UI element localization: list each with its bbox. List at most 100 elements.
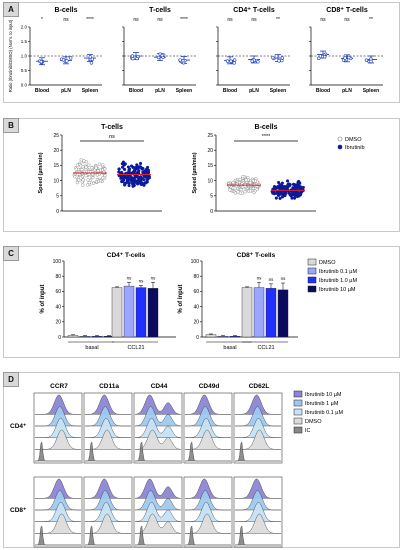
data-point xyxy=(145,165,150,170)
significance-label: ns xyxy=(320,17,326,23)
histogram-curve xyxy=(184,502,231,522)
histogram-curve xyxy=(35,406,82,427)
data-point xyxy=(285,179,290,183)
histogram-curve xyxy=(185,513,231,534)
y-tick-label: 100 xyxy=(53,259,62,265)
x-tick-label: pLN xyxy=(249,88,259,94)
significance-label: ns xyxy=(281,276,287,281)
histogram-curve xyxy=(84,490,131,511)
bar xyxy=(253,287,265,338)
y-tick-label: 10 xyxy=(207,178,213,184)
data-point xyxy=(135,163,139,167)
data-point xyxy=(139,165,143,169)
significance-label: **** xyxy=(86,17,94,23)
y-tick-label: 80 xyxy=(193,274,199,280)
data-point xyxy=(130,54,135,58)
y-tick-label: 2.0 xyxy=(21,25,28,30)
legend-swatch xyxy=(307,276,317,284)
data-point xyxy=(122,167,127,172)
legend-label: Ibrutinib 0.1 µM xyxy=(305,410,343,416)
legend-label: Ibrutinib 0.1 µM xyxy=(319,269,357,275)
data-point xyxy=(87,163,91,167)
x-group-label: basal xyxy=(85,345,98,351)
significance-label: ns xyxy=(157,17,163,23)
histogram-curve xyxy=(84,502,131,522)
data-point xyxy=(121,179,125,183)
data-point xyxy=(244,178,248,182)
data-point xyxy=(94,166,98,170)
data-point xyxy=(277,185,281,189)
significance-label: ns xyxy=(269,277,275,282)
data-point xyxy=(317,56,321,61)
bar xyxy=(111,287,123,338)
data-point xyxy=(286,185,290,189)
panel-d: D CCR7 CD11a CD44 CD49d CD62L CD4⁺ CD8⁺ Ibrutin… xyxy=(3,372,400,548)
x-tick-label: pLN xyxy=(342,88,352,94)
data-point xyxy=(251,186,255,191)
data-point xyxy=(84,174,88,178)
legend-label: DMSO xyxy=(319,260,336,266)
data-point xyxy=(243,190,247,194)
y-tick-label: 5 xyxy=(210,194,213,200)
histogram-curve xyxy=(35,394,82,415)
y-tick-label: 0.5 xyxy=(21,68,28,73)
data-point xyxy=(126,171,130,175)
data-point xyxy=(297,194,301,198)
histogram-curve xyxy=(234,394,281,415)
data-point xyxy=(229,59,233,63)
y-axis-label: % of input xyxy=(178,285,184,314)
data-point xyxy=(291,182,296,186)
data-point xyxy=(81,178,85,182)
histogram-curve xyxy=(35,490,82,511)
legend-marker xyxy=(337,136,343,142)
histogram-curve xyxy=(84,441,131,462)
histogram-curve xyxy=(234,441,281,462)
bar xyxy=(217,336,229,338)
data-point xyxy=(347,55,351,60)
legend-swatch xyxy=(307,258,317,266)
y-tick-label: 0 xyxy=(196,335,199,341)
histogram-curve xyxy=(134,441,181,462)
data-point xyxy=(73,175,77,179)
data-point xyxy=(103,174,107,178)
histogram-frame xyxy=(133,476,183,548)
histogram-frame xyxy=(183,476,233,548)
data-point xyxy=(79,158,83,162)
legend-label: Ibrutinib 1 µM xyxy=(305,401,339,407)
data-point xyxy=(291,191,295,195)
data-point xyxy=(231,180,235,185)
histogram-curve xyxy=(84,406,131,427)
data-point xyxy=(82,159,86,163)
data-point xyxy=(75,172,80,177)
significance-label: * xyxy=(41,17,43,23)
data-point xyxy=(273,186,277,190)
data-point xyxy=(343,56,347,60)
marker-title: CD49d xyxy=(199,383,220,390)
y-axis-label: Speed (µm/min) xyxy=(192,152,198,193)
bar xyxy=(265,288,277,338)
data-point xyxy=(228,188,232,192)
data-point xyxy=(256,60,260,64)
data-point xyxy=(283,185,287,189)
data-point xyxy=(126,165,131,169)
plot-title: T-cells xyxy=(149,7,171,14)
histogram-frame xyxy=(83,476,133,548)
panel-a: A Ratio (Ibrutinib/DMSO) (Norm. to input… xyxy=(3,2,400,103)
bar xyxy=(229,336,241,338)
plot-title: CD8⁺ T-cells xyxy=(326,7,368,14)
significance-label: ns xyxy=(63,17,69,23)
legend-label: Ibrutinib xyxy=(345,145,365,151)
data-point xyxy=(103,167,107,171)
legend-swatch xyxy=(293,408,303,416)
x-group-label: CCL21 xyxy=(127,345,144,351)
panel-a-charts: Ratio (Ibrutinib/DMSO) (Norm. to input) B… xyxy=(8,7,383,94)
histogram-curve xyxy=(135,525,181,546)
data-point xyxy=(288,193,292,197)
data-point xyxy=(120,165,125,169)
y-tick-label: 0.0 xyxy=(21,83,28,88)
y-tick-label: 0 xyxy=(58,335,61,341)
y-axis-label: Ratio (Ibrutinib/DMSO) (Norm. to input) xyxy=(8,19,13,92)
y-tick-label: 15 xyxy=(207,163,213,169)
significance-label: ns xyxy=(251,17,257,23)
data-point xyxy=(291,186,295,190)
